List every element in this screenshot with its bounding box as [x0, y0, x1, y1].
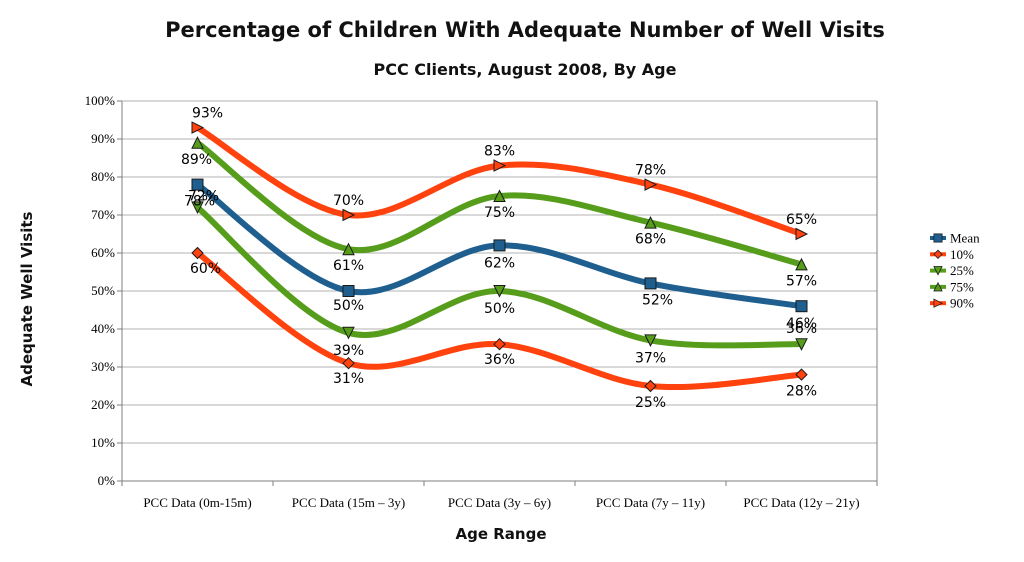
data-point-25pct	[191, 201, 204, 215]
data-point-75pct	[493, 189, 506, 202]
y-tick-label: 60%	[91, 245, 115, 260]
legend-marker-10pct	[933, 249, 943, 259]
data-point-25pct	[644, 334, 657, 348]
data-label-90pct: 78%	[635, 163, 666, 179]
legend-label-10pct: 10%	[950, 247, 974, 262]
legend-marker-75pct	[933, 281, 943, 292]
legend-label-mean: Mean	[950, 231, 980, 246]
data-point-10pct	[342, 356, 355, 370]
data-label-75pct: 89%	[181, 152, 212, 168]
data-label-10pct: 36%	[484, 352, 515, 368]
legend-label-90pct: 90%	[950, 296, 974, 311]
data-label-10pct: 28%	[786, 384, 817, 400]
chart-title: Percentage of Children With Adequate Num…	[165, 18, 885, 42]
y-tick-label: 80%	[91, 169, 115, 184]
data-point-10pct	[191, 246, 204, 260]
y-tick-label: 40%	[91, 321, 115, 336]
data-label-10pct: 25%	[635, 395, 666, 411]
data-label-90pct: 70%	[333, 193, 364, 209]
data-label-75pct: 57%	[786, 273, 817, 289]
y-tick-label: 10%	[91, 435, 115, 450]
legend-marker-90pct	[933, 298, 943, 308]
data-label-90pct: 93%	[192, 106, 223, 122]
y-tick-label: 70%	[91, 207, 115, 222]
x-tick-label: PCC Data (15m – 3y)	[292, 495, 405, 510]
data-label-mean: 78%	[184, 194, 215, 210]
data-point-75pct	[644, 215, 657, 229]
data-point-25pct	[342, 326, 355, 340]
data-label-75pct: 75%	[484, 205, 515, 221]
data-point-90pct	[644, 178, 658, 191]
data-label-25pct: 37%	[635, 350, 666, 366]
data-point-10pct	[795, 368, 808, 381]
y-tick-label: 20%	[91, 397, 115, 412]
y-tick-label: 0%	[98, 473, 116, 488]
data-point-mean	[795, 300, 808, 313]
data-point-10pct	[493, 337, 506, 351]
data-point-90pct	[191, 121, 205, 134]
data-label-mean: 62%	[484, 255, 515, 271]
x-tick-label: PCC Data (12y – 21y)	[743, 495, 859, 510]
legend-marker-25pct	[933, 266, 943, 276]
data-label-75pct: 61%	[333, 258, 364, 274]
legend-label-25pct: 25%	[950, 263, 974, 278]
x-tick-label: PCC Data (0m-15m)	[143, 495, 251, 510]
y-tick-label: 50%	[91, 283, 115, 298]
data-point-75pct	[795, 257, 808, 271]
data-point-25pct	[795, 338, 808, 351]
data-point-10pct	[644, 379, 657, 393]
y-tick-label: 100%	[85, 93, 116, 108]
data-point-90pct	[795, 227, 809, 241]
data-label-90pct: 65%	[786, 212, 817, 228]
x-tick-label: PCC Data (7y – 11y)	[596, 495, 705, 510]
data-label-25pct: 39%	[333, 343, 364, 359]
data-label-90pct: 83%	[484, 144, 515, 160]
axes: 0% 10% 20% 30% 40% 50% 60% 70% 80% 90% 100% PCC Dat…	[85, 93, 878, 510]
data-label-mean: 50%	[333, 298, 364, 314]
x-tick-label: PCC Data (3y – 6y)	[448, 495, 551, 510]
y-axis-title: Adequate Well Visits	[18, 211, 36, 386]
data-label-mean: 46%	[786, 316, 817, 332]
series-line-25pct	[194, 204, 805, 349]
data-point-mean	[493, 239, 506, 252]
data-label-10pct: 31%	[333, 371, 364, 387]
data-point-90pct	[493, 159, 507, 172]
series-markers	[191, 121, 809, 393]
data-point-25pct	[493, 285, 506, 298]
data-point-75pct	[342, 242, 355, 256]
data-point-mean	[191, 178, 204, 191]
data-point-mean	[342, 285, 355, 297]
data-point-mean	[644, 277, 657, 290]
data-point-90pct	[342, 208, 356, 222]
y-tick-label: 30%	[91, 359, 115, 374]
legend-label-75pct: 75%	[950, 279, 974, 294]
data-label-10pct: 60%	[190, 261, 221, 277]
data-label-25pct: 50%	[484, 301, 515, 317]
data-label-75pct: 68%	[635, 232, 666, 248]
data-label-mean: 52%	[642, 292, 673, 308]
y-tick-label: 90%	[91, 131, 115, 146]
data-label-25pct: 36%	[786, 321, 817, 337]
chart-subtitle: PCC Clients, August 2008, By Age	[374, 60, 677, 79]
x-axis-title: Age Range	[455, 525, 546, 543]
data-labels: 78% 50% 62% 52% 46% 60% 31% 36% 25% 28% 72% 39% 50% 3…	[181, 106, 817, 411]
legend-marker-mean	[933, 233, 943, 243]
data-point-75pct	[191, 136, 204, 149]
data-label-25pct: 72%	[188, 188, 219, 204]
